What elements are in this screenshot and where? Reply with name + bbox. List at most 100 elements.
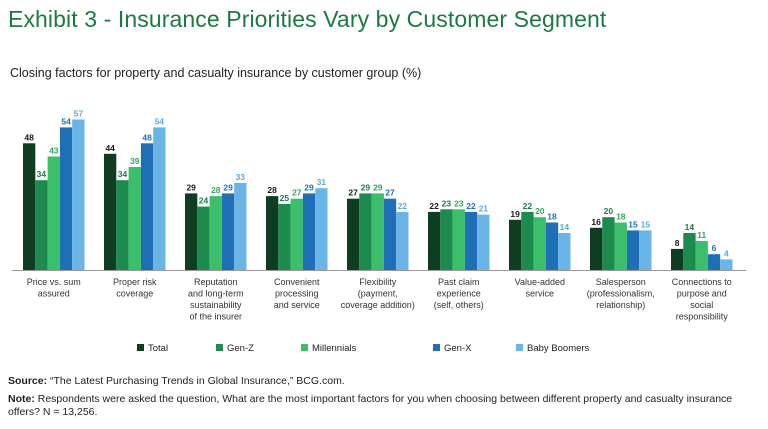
bar bbox=[452, 209, 465, 270]
bar bbox=[521, 211, 534, 270]
bar bbox=[128, 167, 141, 270]
data-label: 29 bbox=[304, 182, 314, 192]
data-label: 31 bbox=[317, 177, 327, 187]
category-label: Reputation bbox=[194, 277, 238, 287]
category-label: and service bbox=[274, 300, 320, 310]
bar bbox=[278, 204, 291, 270]
bar bbox=[509, 219, 522, 270]
category-label: Convenient bbox=[274, 277, 320, 287]
note-label: Note: bbox=[8, 393, 35, 405]
data-label: 54 bbox=[155, 116, 165, 126]
data-label: 48 bbox=[142, 132, 152, 142]
data-label: 22 bbox=[429, 201, 439, 211]
data-label: 48 bbox=[24, 132, 34, 142]
category-label: and long-term bbox=[188, 289, 244, 299]
data-label: 24 bbox=[199, 196, 209, 206]
legend-swatch bbox=[137, 344, 144, 351]
bar bbox=[720, 259, 733, 270]
data-label: 39 bbox=[130, 156, 140, 166]
bar bbox=[464, 211, 478, 270]
data-label: 19 bbox=[510, 209, 520, 219]
footnote: Note: Respondents were asked the questio… bbox=[8, 393, 760, 419]
bar bbox=[35, 180, 48, 270]
data-label: 4 bbox=[724, 248, 729, 258]
data-label: 57 bbox=[74, 109, 84, 119]
category-label: Salesperson bbox=[596, 277, 646, 287]
data-label: 16 bbox=[591, 217, 601, 227]
bar bbox=[614, 222, 627, 270]
bar bbox=[602, 217, 615, 270]
category-label: coverage addition) bbox=[341, 300, 415, 310]
data-label: 43 bbox=[49, 146, 59, 156]
bar bbox=[707, 254, 721, 270]
data-label: 20 bbox=[604, 206, 614, 216]
bar bbox=[533, 217, 546, 270]
bar bbox=[104, 153, 117, 270]
bar bbox=[347, 198, 360, 270]
data-label: 44 bbox=[105, 143, 115, 153]
category-label: sustainability bbox=[190, 300, 242, 310]
bar bbox=[695, 241, 708, 270]
bar bbox=[266, 196, 279, 270]
legend-swatch bbox=[433, 344, 440, 351]
bar bbox=[440, 209, 453, 270]
source-note: Source: “The Latest Purchasing Trends in… bbox=[8, 375, 345, 387]
bar bbox=[477, 214, 490, 270]
data-label: 29 bbox=[223, 182, 233, 192]
legend-label: Total bbox=[148, 343, 168, 354]
category-label: processing bbox=[275, 289, 319, 299]
bar bbox=[290, 198, 303, 270]
data-label: 14 bbox=[560, 222, 570, 232]
category-label: Price vs. sum bbox=[27, 277, 81, 287]
category-label: (self, others) bbox=[434, 300, 484, 310]
data-label: 27 bbox=[292, 188, 302, 198]
category-label: Proper risk bbox=[113, 277, 157, 287]
bar bbox=[140, 143, 154, 270]
category-label: assured bbox=[38, 289, 70, 299]
data-label: 8 bbox=[675, 238, 680, 248]
category-label: responsibility bbox=[676, 312, 729, 322]
legend-swatch bbox=[301, 344, 308, 351]
data-label: 34 bbox=[118, 169, 128, 179]
data-label: 14 bbox=[685, 222, 695, 232]
bar bbox=[302, 193, 316, 270]
bar bbox=[209, 196, 222, 270]
data-label: 29 bbox=[373, 182, 383, 192]
legend-label: Baby Boomers bbox=[527, 343, 590, 354]
legend-label: Gen-X bbox=[444, 343, 472, 354]
data-label: 15 bbox=[628, 219, 638, 229]
category-label: social bbox=[690, 300, 713, 310]
bar bbox=[185, 193, 198, 270]
data-label: 11 bbox=[697, 230, 706, 240]
bar bbox=[47, 156, 60, 270]
source-label: Source: bbox=[8, 375, 48, 387]
category-label: Value-added bbox=[515, 277, 565, 287]
bar bbox=[221, 193, 235, 270]
data-label: 54 bbox=[61, 116, 71, 126]
data-label: 22 bbox=[523, 201, 533, 211]
bar bbox=[153, 127, 166, 271]
bar bbox=[116, 180, 129, 270]
bar bbox=[59, 127, 73, 271]
category-label: coverage bbox=[116, 289, 153, 299]
bar bbox=[590, 227, 603, 270]
bar bbox=[371, 193, 384, 270]
legend-label: Millennials bbox=[312, 343, 357, 354]
data-label: 29 bbox=[361, 182, 371, 192]
category-label: of the insurer bbox=[190, 312, 243, 322]
legend-swatch bbox=[516, 344, 523, 351]
note-text: Respondents were asked the question, Wha… bbox=[8, 393, 733, 418]
data-label: 27 bbox=[385, 188, 395, 198]
data-label: 20 bbox=[535, 206, 545, 216]
data-label: 23 bbox=[442, 198, 452, 208]
data-label: 28 bbox=[211, 185, 221, 195]
bar bbox=[23, 143, 36, 270]
